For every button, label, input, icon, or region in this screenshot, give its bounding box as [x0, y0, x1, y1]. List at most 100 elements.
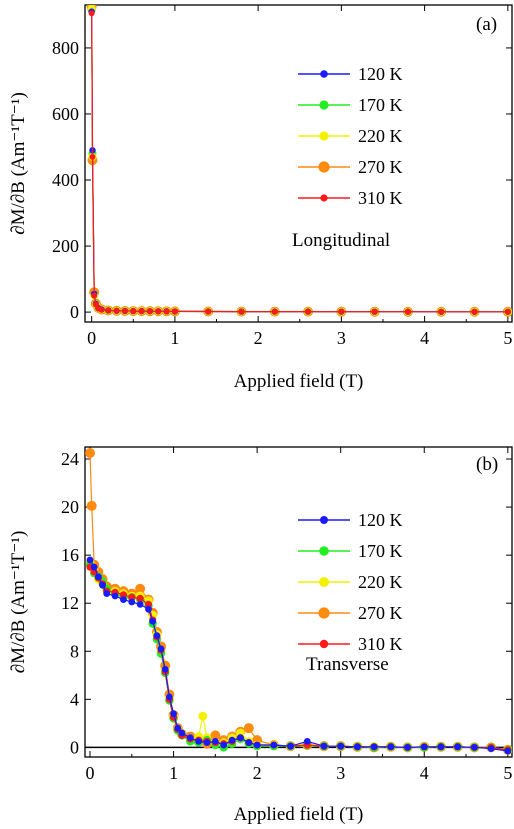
- data-point: [161, 665, 169, 673]
- x-tick-label: 4: [420, 763, 429, 783]
- panel-a: 0 1 2 3 4 5 0 200 400 600 800 Applied field (T) ∂M/∂…: [8, 4, 513, 392]
- data-point: [163, 308, 170, 315]
- data-point: [371, 308, 378, 315]
- data-point: [136, 594, 144, 602]
- data-point: [320, 742, 328, 750]
- data-point: [270, 741, 278, 749]
- legend-marker: [319, 639, 329, 649]
- data-point: [121, 307, 128, 314]
- data-point: [203, 739, 211, 746]
- panel-label: (b): [476, 454, 498, 475]
- data-point: [98, 306, 105, 313]
- data-point: [86, 556, 94, 564]
- data-point: [178, 729, 186, 737]
- data-point: [337, 742, 345, 750]
- data-point: [354, 743, 361, 751]
- data-point: [157, 645, 165, 653]
- data-point: [103, 590, 111, 597]
- y-tick-label: 600: [52, 104, 79, 124]
- y-tick-label: 0: [70, 737, 79, 757]
- data-point: [144, 600, 153, 609]
- data-point: [420, 743, 428, 751]
- x-tick-label: 4: [420, 328, 429, 348]
- data-point: [136, 601, 144, 608]
- data-point: [171, 308, 178, 315]
- data-point: [237, 734, 244, 742]
- legend-marker: [318, 161, 330, 173]
- data-point: [153, 632, 161, 640]
- x-tick-label: 0: [87, 328, 96, 348]
- data-point: [91, 292, 98, 299]
- data-point: [195, 737, 203, 745]
- legend-marker: [320, 194, 328, 202]
- data-point: [174, 724, 182, 732]
- legend-label: 120 K: [358, 510, 403, 530]
- series-line-220k: [91, 8, 508, 313]
- legend-label: 170 K: [358, 541, 403, 561]
- annotation: Longitudinal: [292, 230, 390, 251]
- y-axis-title: ∂M/∂B (Am⁻¹T⁻¹): [8, 531, 29, 674]
- legend-marker: [319, 100, 329, 110]
- data-point: [99, 581, 106, 589]
- data-point: [135, 583, 146, 594]
- data-point: [205, 308, 212, 315]
- data-point: [105, 307, 112, 314]
- legend-label: 170 K: [358, 95, 403, 115]
- legend-label: 310 K: [358, 634, 403, 654]
- y-tick-label: 200: [52, 236, 79, 256]
- data-point: [271, 308, 278, 315]
- data-point: [85, 448, 96, 459]
- legend-marker: [320, 70, 328, 78]
- data-point: [220, 741, 228, 749]
- x-tick-label: 1: [170, 328, 179, 348]
- data-point: [145, 605, 152, 613]
- series-line-270k: [91, 6, 508, 313]
- y-tick-label: 4: [70, 689, 79, 709]
- data-point: [149, 617, 157, 625]
- series-line-310k: [89, 566, 508, 751]
- legend-marker: [320, 516, 328, 524]
- y-tick-label: 0: [70, 302, 79, 322]
- legend-label: 270 K: [358, 603, 403, 623]
- data-point: [88, 10, 95, 17]
- data-point: [387, 743, 395, 751]
- y-tick-label: 20: [61, 497, 79, 517]
- data-point: [155, 308, 162, 315]
- data-point: [303, 737, 311, 745]
- data-point: [437, 743, 445, 751]
- series-line-310k: [91, 13, 508, 313]
- series-line-120k: [89, 559, 508, 752]
- data-point: [128, 593, 136, 601]
- y-tick-label: 8: [70, 641, 79, 661]
- series-line-170k: [89, 564, 508, 751]
- data-point: [243, 723, 254, 734]
- data-point: [90, 563, 98, 571]
- data-point: [165, 693, 173, 701]
- plot-frame: [84, 4, 513, 323]
- data-point: [119, 591, 128, 599]
- legend-marker: [318, 607, 330, 619]
- data-point: [94, 573, 102, 581]
- x-tick-label: 2: [253, 763, 262, 783]
- x-tick-label: 5: [503, 763, 512, 783]
- data-point: [130, 308, 137, 315]
- data-point: [438, 308, 445, 315]
- plot-area: [86, 5, 512, 317]
- data-point: [454, 743, 462, 751]
- x-tick-label: 5: [503, 328, 512, 348]
- data-point: [120, 596, 127, 603]
- legend-label: 310 K: [358, 188, 403, 208]
- x-tick-label: 2: [254, 328, 263, 348]
- x-axis-title: Applied field (T): [234, 371, 364, 392]
- data-point: [504, 747, 512, 755]
- legend-label: 120 K: [358, 64, 403, 84]
- data-point: [228, 736, 236, 744]
- data-point: [471, 308, 478, 315]
- x-tick-label: 1: [169, 763, 178, 783]
- series-line-220k: [89, 562, 508, 751]
- legend-label: 220 K: [358, 126, 403, 146]
- data-point: [186, 734, 194, 742]
- y-tick-label: 24: [61, 449, 79, 469]
- data-point: [138, 308, 145, 315]
